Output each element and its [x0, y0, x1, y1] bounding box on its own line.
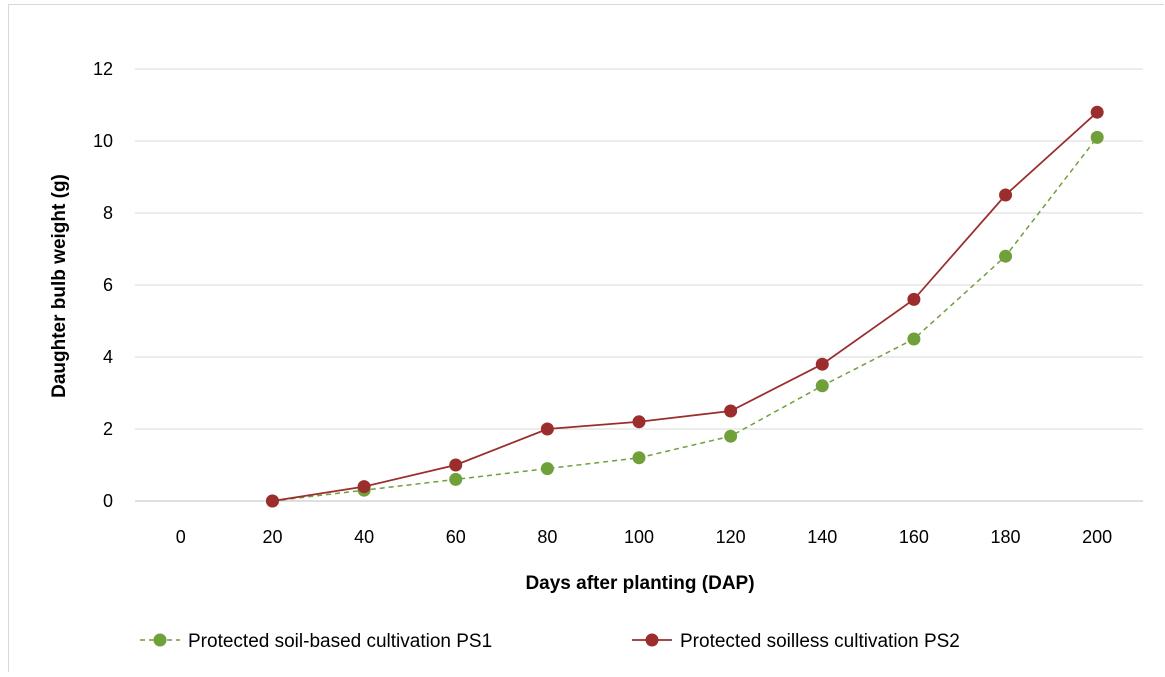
- series-line: [272, 111, 1098, 502]
- series-1: [265, 130, 1104, 508]
- x-tick-label: 160: [899, 527, 929, 547]
- y-axis-title: Daughter bulb weight (g): [49, 174, 70, 398]
- data-point: [449, 472, 463, 486]
- x-tick-label: 0: [176, 527, 186, 547]
- y-tick-label: 4: [103, 347, 113, 367]
- legend-marker: [645, 633, 659, 647]
- data-point: [540, 422, 554, 436]
- data-point: [724, 429, 738, 443]
- x-tick-label: 20: [262, 527, 282, 547]
- x-tick-label: 180: [991, 527, 1021, 547]
- x-tick-label: 200: [1082, 527, 1112, 547]
- x-tick-label: 120: [716, 527, 746, 547]
- data-point: [999, 249, 1013, 263]
- x-axis-title: Days after planting (DAP): [525, 573, 754, 594]
- x-tick-label: 100: [624, 527, 654, 547]
- y-tick-label: 2: [103, 419, 113, 439]
- y-tick-label: 10: [93, 131, 113, 151]
- data-point: [815, 357, 829, 371]
- data-point: [1090, 130, 1104, 144]
- gridlines: [135, 68, 1143, 502]
- data-point: [632, 415, 646, 429]
- legend-label: Protected soil-based cultivation PS1: [188, 631, 492, 652]
- legend-label: Protected soilless cultivation PS2: [680, 631, 960, 652]
- data-point: [724, 404, 738, 418]
- legend-item-1: Protected soil-based cultivation PS1: [140, 631, 492, 652]
- y-tick-label: 0: [103, 491, 113, 511]
- x-tick-label: 40: [354, 527, 374, 547]
- y-tick-label: 8: [103, 203, 113, 223]
- x-tick-label: 80: [537, 527, 557, 547]
- x-tick-label: 60: [446, 527, 466, 547]
- y-tick-label: 12: [93, 59, 113, 79]
- y-tick-label: 6: [103, 275, 113, 295]
- data-point: [999, 188, 1013, 202]
- chart-frame: [8, 4, 1164, 672]
- series-layer: [265, 105, 1104, 508]
- y-tick-labels: 0 2 4 6 8 10 12: [93, 59, 113, 511]
- data-point: [1090, 105, 1104, 119]
- data-point: [357, 480, 371, 494]
- series-2: [265, 105, 1104, 508]
- legend: Protected soil-based cultivation PS1 Prot…: [140, 631, 960, 652]
- legend-marker: [153, 633, 167, 647]
- data-point: [632, 451, 646, 465]
- data-point: [540, 462, 554, 476]
- x-tick-label: 140: [807, 527, 837, 547]
- data-point: [907, 332, 921, 346]
- data-point: [449, 458, 463, 472]
- data-point: [907, 292, 921, 306]
- series-line: [272, 136, 1098, 502]
- x-tick-labels: 0 20 40 60 80 100 120 140 160 180 200: [176, 527, 1112, 547]
- data-point: [265, 494, 279, 508]
- data-point: [815, 379, 829, 393]
- legend-item-2: Protected soilless cultivation PS2: [632, 631, 960, 652]
